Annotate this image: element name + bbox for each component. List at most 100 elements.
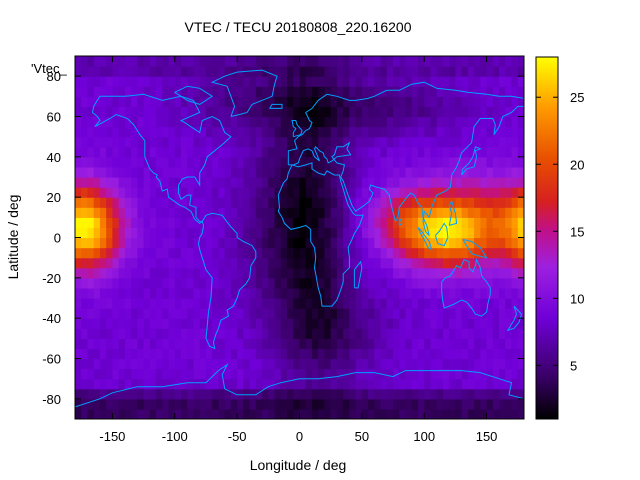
heatmap-cell	[224, 106, 232, 118]
heatmap-cell	[455, 398, 463, 410]
heatmap-cell	[99, 197, 107, 208]
heatmap-cell	[343, 126, 350, 138]
heatmap-cell	[218, 76, 226, 87]
heatmap-cell	[368, 237, 375, 249]
heatmap-cell	[361, 287, 369, 299]
heatmap-cell	[449, 368, 457, 380]
heatmap-cell	[162, 116, 170, 128]
heatmap-cell	[255, 348, 263, 360]
heatmap-cell	[106, 126, 114, 138]
heatmap-cell	[461, 287, 469, 299]
heatmap-cell	[330, 187, 338, 198]
heatmap-cell	[386, 66, 394, 77]
heatmap-cell	[411, 298, 419, 309]
heatmap-cell	[442, 267, 450, 279]
heatmap-cell	[124, 408, 132, 419]
heatmap-cell	[118, 96, 126, 108]
heatmap-cell	[517, 106, 524, 118]
coast-north-america	[91, 93, 232, 225]
heatmap-cell	[193, 207, 201, 218]
heatmap-cell	[511, 187, 519, 198]
heatmap-cell	[249, 146, 257, 158]
heatmap-cell	[255, 136, 263, 148]
heatmap-cell	[499, 66, 506, 77]
heatmap-cell	[131, 66, 138, 77]
heatmap-cell	[87, 338, 95, 350]
heatmap-cell	[75, 358, 82, 370]
heatmap-cell	[143, 298, 151, 309]
heatmap-cell	[430, 136, 438, 148]
heatmap-cell	[137, 227, 145, 239]
heatmap-cell	[330, 287, 338, 299]
heatmap-cell	[417, 318, 425, 329]
heatmap-cell	[480, 217, 488, 229]
heatmap-cell	[361, 177, 369, 188]
heatmap-cell	[343, 177, 350, 188]
heatmap-cell	[87, 368, 95, 380]
heatmap-cell	[93, 86, 101, 97]
heatmap-cell	[461, 126, 469, 138]
heatmap-cell	[293, 187, 301, 198]
heatmap-cell	[517, 298, 524, 309]
heatmap-cell	[156, 378, 163, 390]
heatmap-cell	[187, 247, 195, 259]
heatmap-cell	[156, 257, 163, 269]
heatmap-cell	[405, 287, 413, 299]
heatmap-cell	[417, 136, 425, 148]
heatmap-cell	[467, 86, 475, 97]
coast-borneo	[434, 222, 449, 247]
heatmap-cell	[349, 217, 357, 229]
heatmap-cell	[255, 217, 263, 229]
heatmap-cell	[361, 197, 369, 208]
heatmap-cell	[249, 318, 257, 329]
heatmap-cell	[436, 187, 444, 198]
heatmap-cell	[336, 166, 344, 178]
heatmap-cell	[499, 207, 506, 218]
heatmap-cell	[505, 86, 513, 97]
heatmap-cell	[205, 358, 213, 370]
heatmap-cell	[274, 348, 282, 360]
heatmap-cell	[280, 237, 288, 249]
heatmap-cell	[274, 398, 282, 410]
heatmap-cell	[299, 267, 307, 279]
heatmap-cell	[349, 388, 357, 400]
heatmap-cell	[424, 187, 432, 198]
heatmap-cell	[505, 398, 513, 410]
heatmap-cell	[118, 277, 126, 289]
heatmap-cell	[162, 318, 170, 329]
heatmap-cell	[93, 146, 101, 158]
heatmap-cell	[118, 106, 126, 118]
heatmap-cell	[93, 136, 101, 148]
heatmap-cell	[517, 287, 524, 299]
heatmap-cell	[218, 227, 226, 239]
heatmap-cell	[343, 56, 350, 67]
x-tick-label: 150	[476, 429, 498, 444]
heatmap-cell	[455, 237, 463, 249]
heatmap-cell	[405, 96, 413, 108]
heatmap-cell	[318, 388, 326, 400]
heatmap-cell	[499, 116, 506, 128]
heatmap-cell	[430, 348, 438, 360]
heatmap-cell	[405, 318, 413, 329]
heatmap-cell	[330, 136, 338, 148]
heatmap-cell	[436, 247, 444, 259]
heatmap-cell	[181, 177, 188, 188]
heatmap-cell	[417, 408, 425, 419]
heatmap-cell	[411, 348, 419, 360]
heatmap-cell	[124, 207, 132, 218]
heatmap-cell	[162, 348, 170, 360]
heatmap-cell	[212, 76, 220, 87]
heatmap-cell	[386, 227, 394, 239]
heatmap-cell	[287, 197, 294, 208]
heatmap-cell	[368, 187, 375, 198]
heatmap-cell	[405, 368, 413, 380]
heatmap-cell	[143, 207, 151, 218]
heatmap-cell	[343, 358, 350, 370]
heatmap-cell	[193, 66, 201, 77]
heatmap-cell	[280, 398, 288, 410]
heatmap-cell	[405, 166, 413, 178]
heatmap-cell	[399, 308, 407, 319]
heatmap-cell	[442, 96, 450, 108]
heatmap-cell	[361, 368, 369, 380]
heatmap-cell	[417, 237, 425, 249]
